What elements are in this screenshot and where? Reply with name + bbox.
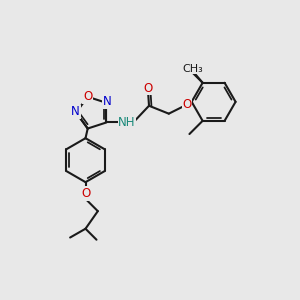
Text: N: N: [71, 105, 80, 118]
Text: N: N: [102, 95, 111, 109]
Text: O: O: [81, 187, 90, 200]
Text: O: O: [143, 82, 153, 95]
Text: CH₃: CH₃: [183, 64, 203, 74]
Text: NH: NH: [118, 116, 136, 129]
Text: O: O: [83, 90, 92, 103]
Text: O: O: [183, 98, 192, 110]
